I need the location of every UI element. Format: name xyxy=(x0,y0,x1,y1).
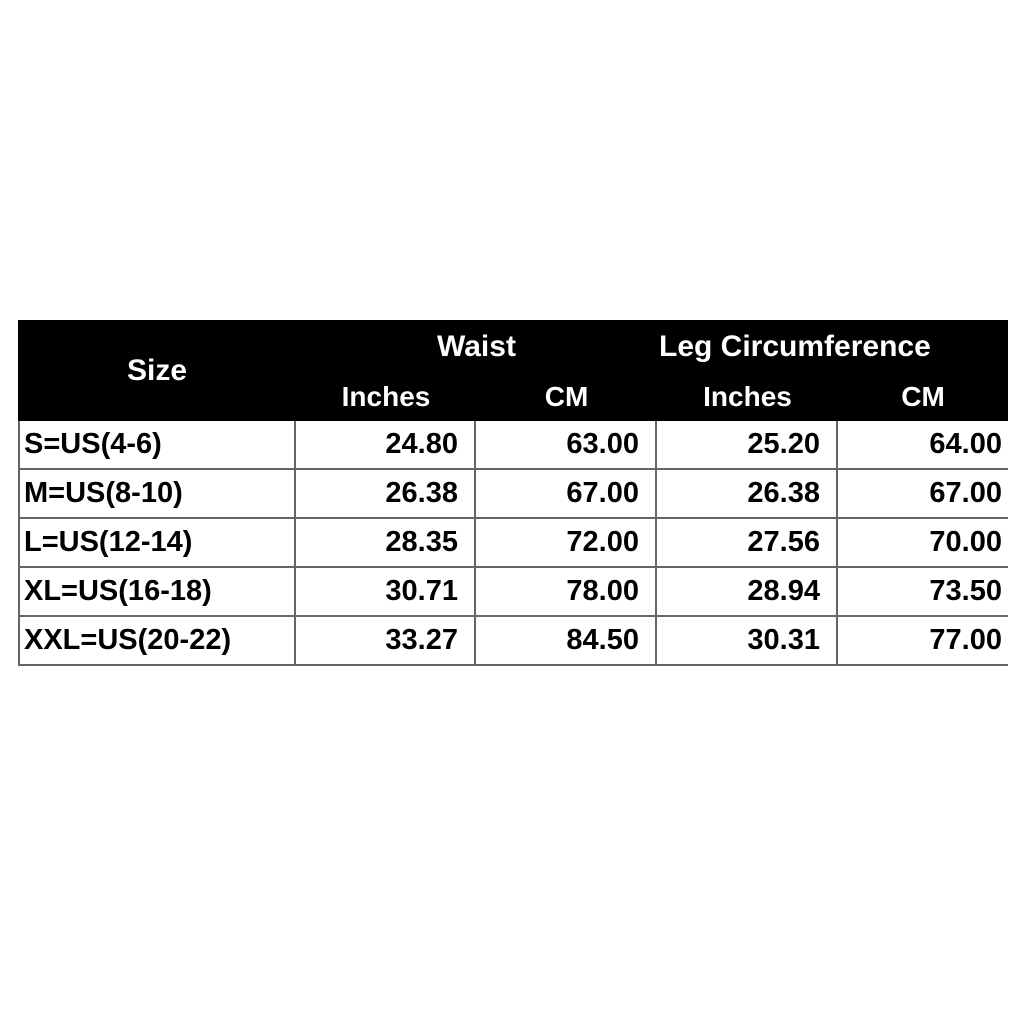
value-cell: 73.50 xyxy=(838,568,1008,617)
unit-header: Inches xyxy=(703,381,792,412)
unit-header: Inches xyxy=(341,381,431,412)
size-header: Size xyxy=(126,354,188,387)
value-cell: 24.80 xyxy=(296,421,476,470)
value-cell: 77.00 xyxy=(838,617,1008,666)
value-cell: 64.00 xyxy=(838,421,1008,470)
unit-header: CM xyxy=(901,381,945,412)
value-cell: 30.31 xyxy=(657,617,838,666)
size-cell: XL=US(16-18) xyxy=(18,568,296,617)
value-cell: 25.20 xyxy=(657,421,838,470)
value-cell: 84.50 xyxy=(476,617,657,666)
value-cell: 78.00 xyxy=(476,568,657,617)
value-cell: 63.00 xyxy=(476,421,657,470)
unit-header: CM xyxy=(544,381,589,412)
value-cell: 28.35 xyxy=(296,519,476,568)
value-cell: 72.00 xyxy=(476,519,657,568)
value-cell: 30.71 xyxy=(296,568,476,617)
value-cell: 27.56 xyxy=(657,519,838,568)
table-header: Size Waist Inches CM Leg Circumference Inches… xyxy=(18,320,1008,421)
value-cell: 26.38 xyxy=(657,470,838,519)
value-cell: 26.38 xyxy=(296,470,476,519)
value-cell: 33.27 xyxy=(296,617,476,666)
group-header: Waist xyxy=(437,330,516,363)
size-cell: S=US(4-6) xyxy=(18,421,296,470)
value-cell: 28.94 xyxy=(657,568,838,617)
value-cell: 67.00 xyxy=(476,470,657,519)
value-cell: 67.00 xyxy=(838,470,1008,519)
group-header: Leg Circumference xyxy=(659,330,931,363)
value-cell: 70.00 xyxy=(838,519,1008,568)
size-cell: L=US(12-14) xyxy=(18,519,296,568)
size-cell: XXL=US(20-22) xyxy=(18,617,296,666)
size-cell: M=US(8-10) xyxy=(18,470,296,519)
